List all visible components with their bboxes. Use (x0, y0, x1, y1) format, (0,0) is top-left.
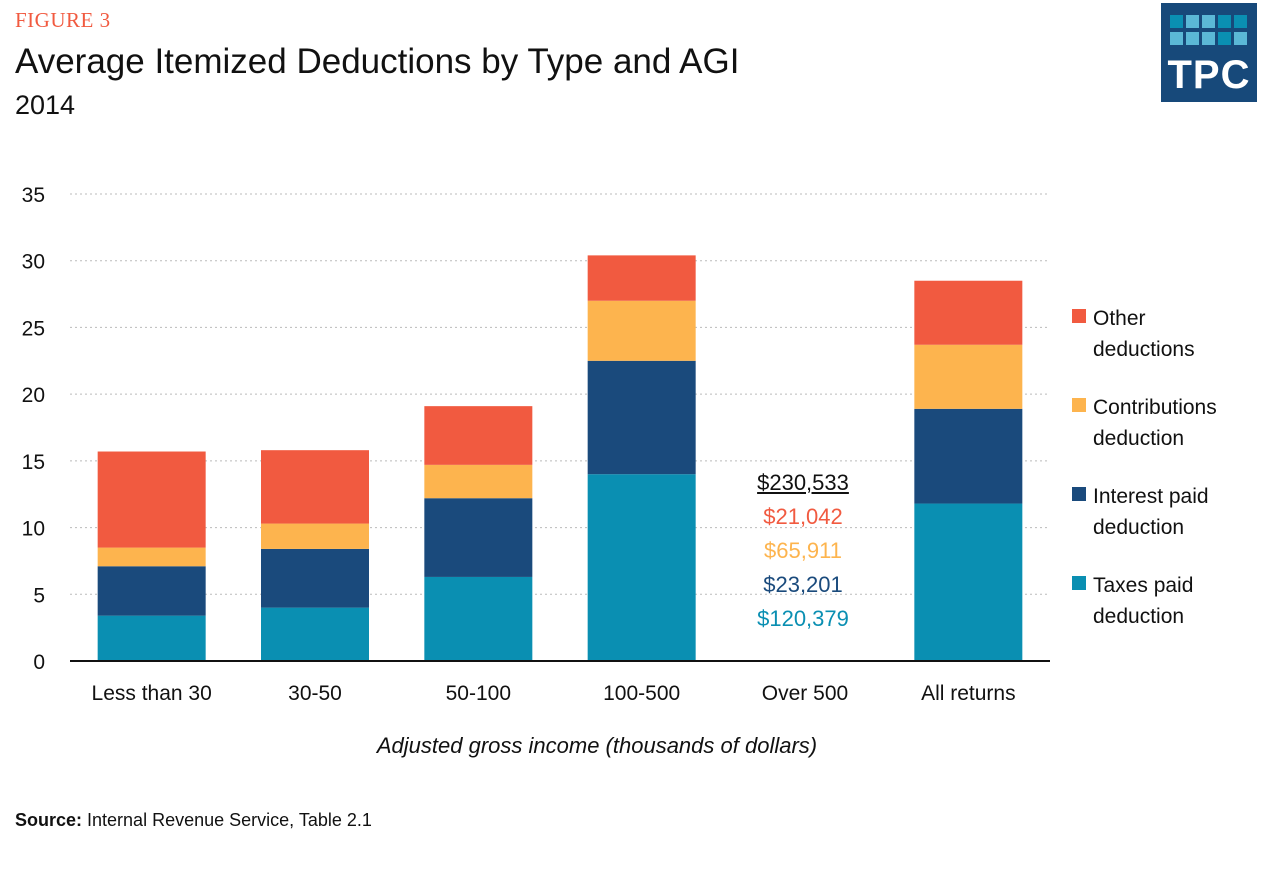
bar-segment (261, 523, 369, 549)
bar-segment (97, 615, 206, 661)
bar-segment (914, 408, 1023, 504)
bar-segment (424, 576, 533, 661)
bar-segment (261, 450, 369, 524)
y-tick-label: 10 (22, 518, 45, 541)
chart-subtitle: 2014 (15, 90, 76, 120)
logo-square (1234, 32, 1247, 45)
bar-segment (424, 498, 533, 577)
bar-segment (587, 474, 696, 661)
bar-segment (424, 406, 533, 465)
bar-segment (97, 566, 206, 616)
x-tick-label: All returns (921, 682, 1016, 705)
bar-segment (914, 503, 1023, 661)
bar-segment (97, 547, 206, 567)
y-tick-label: 15 (22, 451, 45, 474)
y-tick-label: 25 (22, 317, 45, 340)
annotation-total: $230,533 (757, 470, 849, 495)
logo-square (1218, 32, 1231, 45)
bar-segment (587, 300, 696, 361)
legend-swatch (1072, 487, 1086, 501)
bar-segment (914, 344, 1023, 409)
annotation-taxes: $120,379 (757, 606, 849, 631)
x-tick-label: Over 500 (762, 682, 848, 705)
bar-segment (261, 548, 369, 608)
tpc-logo: TPC (1161, 3, 1257, 102)
bar-segment (424, 464, 533, 499)
chart-title: Average Itemized Deductions by Type and … (15, 42, 740, 81)
x-tick-label: Less than 30 (92, 682, 212, 705)
bar-segment (97, 451, 206, 548)
logo-square (1234, 15, 1247, 28)
logo-square (1202, 15, 1215, 28)
y-tick-label: 20 (22, 384, 45, 407)
annotation-interest: $23,201 (763, 572, 843, 597)
annotation-other: $21,042 (763, 504, 843, 529)
figure-label: FIGURE 3 (15, 8, 111, 32)
logo-square (1218, 15, 1231, 28)
bar-segment (587, 360, 696, 475)
x-tick-label: 30-50 (288, 682, 342, 705)
legend-label: Contributions deduction (1093, 396, 1217, 450)
logo-square (1186, 15, 1199, 28)
legend-label: Interest paid deduction (1093, 485, 1209, 539)
logo-text: TPC (1167, 53, 1251, 97)
legend-swatch (1072, 398, 1086, 412)
source-note: Source: Internal Revenue Service, Table … (15, 810, 372, 830)
x-tick-label: 50-100 (446, 682, 511, 705)
legend-label: Taxes paid deduction (1093, 574, 1194, 628)
x-axis-title: Adjusted gross income (thousands of doll… (376, 733, 818, 758)
logo-square (1202, 32, 1215, 45)
y-tick-label: 5 (33, 584, 45, 607)
legend-label: Other deductions (1093, 307, 1195, 361)
logo-square (1170, 32, 1183, 45)
x-tick-label: 100-500 (603, 682, 680, 705)
legend-swatch (1072, 309, 1086, 323)
logo-square (1170, 15, 1183, 28)
annotation-contributions: $65,911 (764, 538, 842, 563)
y-tick-label: 0 (33, 651, 45, 674)
bar-segment (261, 607, 369, 661)
bar-segment (587, 255, 696, 301)
y-tick-label: 30 (22, 251, 45, 274)
bar-segment (914, 280, 1023, 345)
logo-square (1186, 32, 1199, 45)
y-tick-label: 35 (22, 184, 45, 207)
legend-swatch (1072, 576, 1086, 590)
